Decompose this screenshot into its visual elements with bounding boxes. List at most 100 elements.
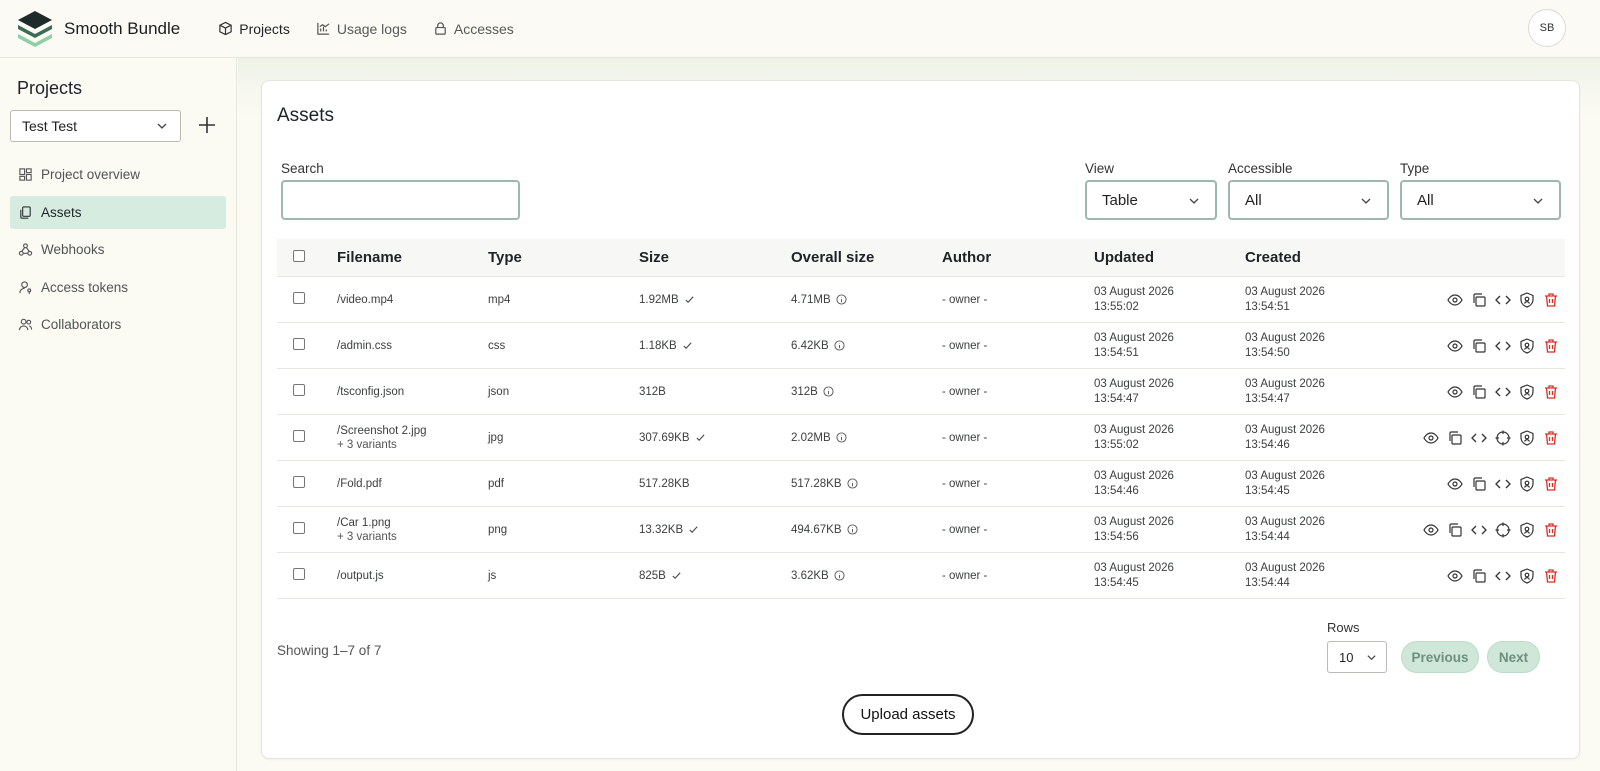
filename[interactable]: /video.mp4 [337, 293, 394, 306]
code-icon[interactable] [1495, 338, 1511, 354]
code-icon[interactable] [1471, 430, 1487, 446]
row-checkbox[interactable] [293, 292, 305, 304]
filename[interactable]: /Screenshot 2.jpg [337, 424, 427, 437]
column-header-filename[interactable]: Filename [337, 249, 403, 266]
created-time: 13:54:51 [1245, 300, 1290, 313]
table-row[interactable]: /Fold.pdf pdf 517.28KB 517.28KB - owner - 03 … [277, 461, 1565, 507]
sidebar-item-webhooks[interactable]: Webhooks [10, 233, 226, 266]
info-icon[interactable] [846, 524, 858, 535]
shield-user-icon[interactable] [1519, 337, 1535, 354]
copy-icon[interactable] [1471, 384, 1487, 400]
info-icon[interactable] [834, 570, 845, 581]
copy-icon[interactable] [1471, 292, 1487, 308]
avatar[interactable]: SB [1528, 9, 1566, 47]
trash-icon[interactable] [1543, 292, 1559, 308]
shield-user-icon[interactable] [1519, 291, 1535, 308]
row-checkbox[interactable] [293, 338, 305, 350]
chart-icon [317, 22, 330, 35]
author: - owner - [942, 431, 988, 444]
upload-assets-button[interactable]: Upload assets [842, 694, 974, 735]
eye-icon[interactable] [1423, 522, 1439, 538]
shield-user-icon[interactable] [1519, 475, 1535, 492]
eye-icon[interactable] [1447, 476, 1463, 492]
row-checkbox[interactable] [293, 384, 305, 396]
sidebar-item-collaborators[interactable]: Collaborators [10, 308, 226, 341]
filename[interactable]: /Fold.pdf [337, 477, 382, 490]
table-row[interactable]: /Car 1.png + 3 variants png 13.32KB 494.67KB… [277, 507, 1565, 553]
column-header-size[interactable]: Size [639, 249, 670, 266]
copy-icon[interactable] [1447, 522, 1463, 538]
search-input[interactable] [281, 180, 520, 220]
table-row[interactable]: /Screenshot 2.jpg + 3 variants jpg 307.69KB… [277, 415, 1565, 461]
brand[interactable]: Smooth Bundle [16, 9, 180, 49]
accessible-select[interactable]: All [1228, 180, 1389, 220]
eye-icon[interactable] [1423, 430, 1439, 446]
eye-icon[interactable] [1447, 384, 1463, 400]
column-header-author[interactable]: Author [942, 249, 992, 266]
info-icon[interactable] [846, 478, 858, 489]
add-project-button[interactable] [196, 114, 218, 136]
code-icon[interactable] [1495, 476, 1511, 492]
row-checkbox[interactable] [293, 430, 305, 442]
shield-user-icon[interactable] [1519, 567, 1535, 584]
trash-icon[interactable] [1543, 338, 1559, 354]
topnav-label: Accesses [453, 20, 514, 37]
topnav-projects[interactable]: Projects [210, 15, 298, 43]
sidebar-item-access-tokens[interactable]: Access tokens [10, 271, 226, 304]
table-row[interactable]: /video.mp4 mp4 1.92MB 4.71MB - owner - 03 Aug… [277, 277, 1565, 323]
info-icon[interactable] [836, 294, 847, 305]
column-header-created[interactable]: Created [1245, 249, 1301, 266]
code-icon[interactable] [1495, 292, 1511, 308]
table-row[interactable]: /output.js js 825B 3.62KB - owner - 03 August… [277, 553, 1565, 599]
sidebar-item-assets[interactable]: Assets [10, 195, 226, 229]
filename[interactable]: /Car 1.png [337, 516, 391, 529]
row-checkbox[interactable] [293, 568, 305, 580]
info-icon[interactable] [823, 386, 834, 397]
check-icon [688, 524, 699, 535]
shield-user-icon[interactable] [1519, 429, 1535, 446]
info-icon[interactable] [834, 340, 845, 351]
crosshair-icon[interactable] [1495, 522, 1511, 538]
created-date: 03 August 2026 [1245, 515, 1325, 528]
copy-icon[interactable] [1447, 430, 1463, 446]
eye-icon[interactable] [1447, 568, 1463, 584]
row-checkbox[interactable] [293, 522, 305, 534]
copy-icon[interactable] [1471, 568, 1487, 584]
type-select[interactable]: All [1400, 180, 1561, 220]
trash-icon[interactable] [1543, 430, 1559, 446]
trash-icon[interactable] [1543, 384, 1559, 400]
select-all-checkbox[interactable] [293, 250, 305, 262]
trash-icon[interactable] [1543, 568, 1559, 584]
filename[interactable]: /output.js [337, 569, 384, 582]
crosshair-icon[interactable] [1495, 430, 1511, 446]
view-select[interactable]: Table [1085, 180, 1217, 220]
column-header-overall-size[interactable]: Overall size [791, 249, 875, 266]
code-icon[interactable] [1495, 568, 1511, 584]
trash-icon[interactable] [1543, 522, 1559, 538]
shield-user-icon[interactable] [1519, 383, 1535, 400]
trash-icon[interactable] [1543, 476, 1559, 492]
sidebar-item-project-overview[interactable]: Project overview [10, 158, 226, 191]
row-checkbox[interactable] [293, 476, 305, 488]
code-icon[interactable] [1471, 522, 1487, 538]
eye-icon[interactable] [1447, 292, 1463, 308]
eye-icon[interactable] [1447, 338, 1463, 354]
shield-user-icon[interactable] [1519, 521, 1535, 538]
filename[interactable]: /tsconfig.json [337, 385, 405, 398]
info-icon[interactable] [836, 432, 847, 443]
copy-icon[interactable] [1471, 338, 1487, 354]
column-header-updated[interactable]: Updated [1094, 249, 1154, 266]
copy-icon[interactable] [1471, 476, 1487, 492]
rows-per-page-select[interactable]: 10 [1327, 641, 1387, 673]
topnav-accesses[interactable]: Accesses [425, 15, 522, 43]
topnav-usage-logs[interactable]: Usage logs [308, 15, 415, 43]
filename[interactable]: /admin.css [337, 339, 392, 352]
project-select[interactable]: Test Test [10, 110, 181, 142]
next-button[interactable]: Next [1487, 641, 1540, 673]
code-icon[interactable] [1495, 384, 1511, 400]
previous-button[interactable]: Previous [1401, 641, 1479, 673]
column-header-type[interactable]: Type [488, 249, 522, 266]
rows-label: Rows [1327, 620, 1360, 635]
table-row[interactable]: /tsconfig.json json 312B 312B - owner - 03 Au… [277, 369, 1565, 415]
table-row[interactable]: /admin.css css 1.18KB 6.42KB - owner - 03 Aug… [277, 323, 1565, 369]
